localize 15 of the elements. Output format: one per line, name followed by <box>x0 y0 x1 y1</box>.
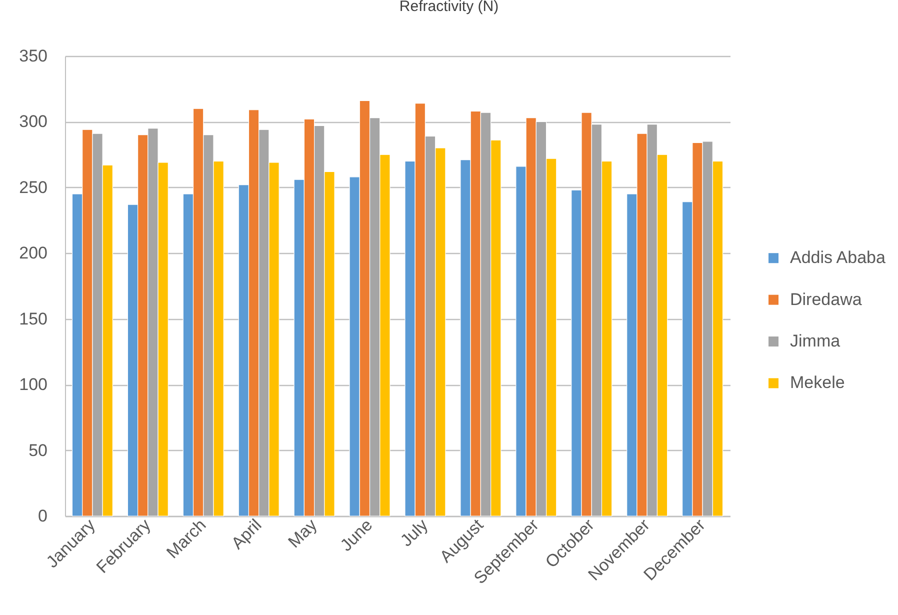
y-tick-label: 150 <box>19 309 48 328</box>
x-tick-label: July <box>396 515 432 550</box>
legend-label: Jimma <box>790 332 841 350</box>
chart-title: Refractivity (N) <box>399 0 499 15</box>
y-tick-label: 200 <box>19 244 48 263</box>
legend-label: Addis Ababa <box>790 248 886 268</box>
y-tick-label: 100 <box>19 375 48 394</box>
y-tick-label: 300 <box>19 112 48 132</box>
x-tick-label: May <box>284 515 322 552</box>
y-tick-label: 350 <box>19 46 48 66</box>
y-tick-label: 250 <box>19 178 48 197</box>
y-tick-label: 50 <box>28 440 48 460</box>
legend-label: Mekele <box>790 373 845 392</box>
y-tick-label: 0 <box>38 506 48 526</box>
legend-label: Diredawa <box>790 290 862 309</box>
